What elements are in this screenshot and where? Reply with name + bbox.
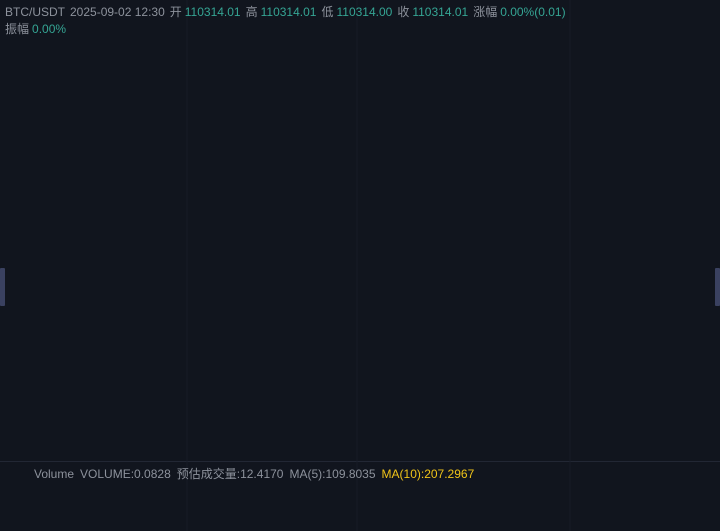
field: 开 110314.01	[170, 5, 241, 19]
volume-stat: VOLUME:0.0828	[80, 467, 171, 481]
field: 涨幅 0.00%(0.01)	[473, 5, 565, 19]
field-label: 振幅	[5, 22, 30, 36]
field-label: 开	[169, 5, 182, 19]
field: 振幅 0.00%	[5, 22, 66, 36]
volume-header: Volume VOLUME:0.0828 预估成交量:12.4170 MA(5):10…	[34, 467, 474, 481]
field-label: 涨幅	[473, 5, 498, 19]
field-value: 110314.01	[184, 5, 241, 19]
field-value: 110314.00	[336, 5, 393, 19]
volume-stat: MA(5):109.8035	[289, 467, 376, 481]
volume-name: Volume	[34, 467, 75, 481]
field-label: 低	[321, 5, 334, 19]
field-value: 0.00%	[32, 22, 67, 36]
field: 低 110314.00	[321, 5, 392, 19]
field-value: 110314.01	[260, 5, 317, 19]
field: 收 110314.01	[397, 5, 468, 19]
field-label: 收	[397, 5, 410, 19]
time: 2025-09-02 12:30	[70, 5, 165, 19]
field-value: 0.00%(0.01)	[500, 5, 566, 19]
field-value: 110314.01	[412, 5, 469, 19]
scroll-handle[interactable]	[0, 268, 5, 306]
symbol: BTC/USDT	[5, 5, 65, 19]
volume-stat: MA(10):207.2967	[381, 467, 475, 481]
volume-stat: 预估成交量:12.4170	[176, 467, 284, 481]
field: 高 110314.01	[246, 5, 317, 19]
field-label: 高	[245, 5, 258, 19]
scroll-handle[interactable]	[715, 268, 720, 306]
header: BTC/USDT 2025-09-02 12:30 开 110314.01 高 11031…	[5, 5, 615, 36]
